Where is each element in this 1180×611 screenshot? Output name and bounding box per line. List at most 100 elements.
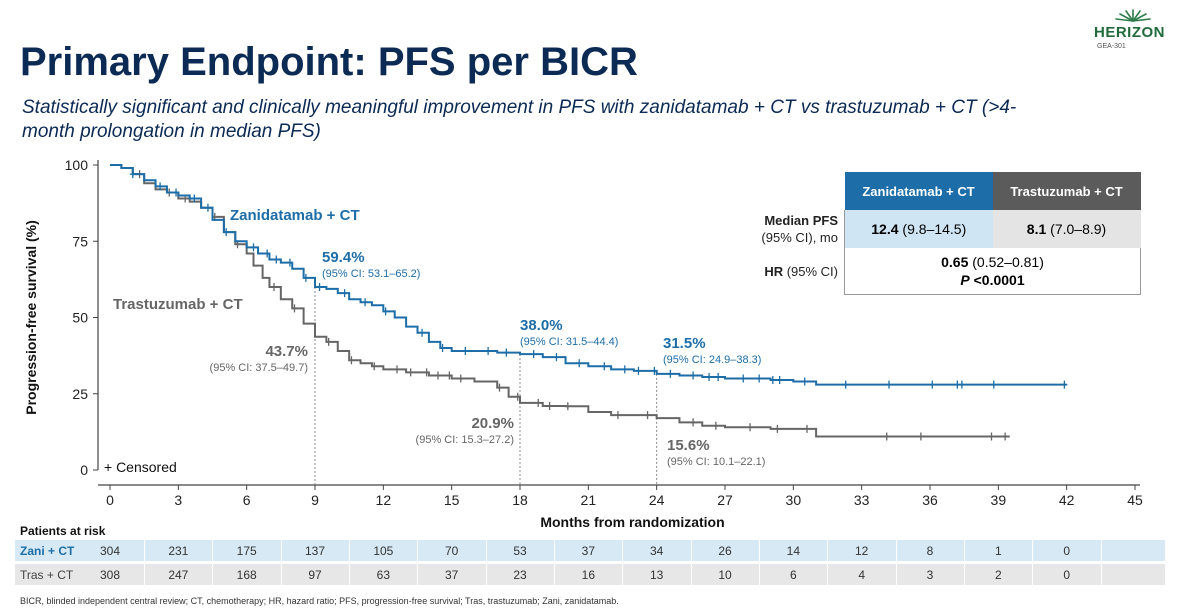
- tras-censor-mark: [407, 368, 414, 377]
- zani-censor-mark: [651, 366, 658, 375]
- zani-censor-mark: [530, 350, 537, 359]
- tras-censor-mark: [394, 365, 400, 374]
- risk-row-zani: Zani + CT 304 231 175 137 105 70 53 37 34 26 14 12 8…: [15, 540, 1165, 561]
- series-label-tras: Trastuzumab + CT: [113, 296, 243, 313]
- annotation-value: 15.6%: [667, 437, 710, 454]
- risk-label-tras: Tras + CT: [20, 568, 74, 582]
- series-label-zani: Zanidatamab + CT: [230, 207, 360, 224]
- risk-label-zani: Zani + CT: [20, 544, 75, 558]
- risk-cell-tras: 0: [1063, 568, 1070, 582]
- x-tick-label: 3: [174, 492, 182, 508]
- tras-censor-mark: [644, 411, 651, 420]
- x-tick-label: 0: [106, 492, 114, 508]
- x-tick-label: 36: [922, 492, 938, 508]
- risk-cell-zani: 26: [718, 544, 732, 558]
- zani-censor-mark: [706, 372, 713, 381]
- risk-cell-zani: 0: [1063, 544, 1070, 558]
- annotation-ci: (95% CI: 53.1–65.2): [322, 268, 420, 280]
- annotation-ci: (95% CI: 15.3–27.2): [416, 434, 514, 446]
- x-tick-label: 42: [1059, 492, 1075, 508]
- risk-separator: [895, 540, 897, 561]
- risk-separator: [144, 540, 145, 561]
- zani-censor-mark: [635, 366, 642, 375]
- risk-separator: [280, 540, 282, 561]
- tras-censor-mark: [1002, 432, 1009, 441]
- x-tick-label: 12: [376, 492, 392, 508]
- zani-censor-mark: [929, 380, 936, 389]
- tras-censor-mark: [747, 423, 754, 432]
- stats-table: Zanidatamab + CT Trastuzumab + CT Median…: [738, 172, 1141, 295]
- zani-censor-mark: [341, 289, 348, 298]
- zani-censor-mark: [485, 347, 492, 356]
- zani-censor-mark: [769, 376, 776, 385]
- zani-censor-mark: [690, 371, 697, 380]
- risk-separator: [964, 564, 965, 585]
- annotation-ci: (95% CI: 37.5–49.7): [210, 362, 308, 374]
- risk-separator: [417, 564, 419, 585]
- risk-separator: [759, 564, 760, 585]
- x-axis-label: Months from randomization: [540, 514, 724, 530]
- tras-censor-mark: [371, 362, 378, 371]
- x-tick-label: 18: [512, 492, 528, 508]
- x-tick-label: 21: [581, 492, 597, 508]
- tras-median-cell: 8.1 (7.0–8.9): [992, 210, 1141, 248]
- risk-cell-tras: 2: [994, 568, 1002, 582]
- zani-censor-mark: [157, 182, 164, 191]
- zani-censor-mark: [740, 374, 747, 383]
- risk-separator: [280, 564, 282, 585]
- zani-censor-mark: [621, 365, 628, 374]
- risk-separator: [895, 564, 897, 585]
- y-tick-label: 75: [72, 233, 88, 249]
- zani-censor-mark: [191, 194, 198, 203]
- x-tick-label: 24: [649, 492, 665, 508]
- x-tick-label: 30: [786, 492, 802, 508]
- risk-cell-tras: 63: [376, 568, 390, 582]
- risk-cell-tras: 3: [926, 568, 934, 582]
- y-tick-label: 100: [65, 157, 89, 173]
- risk-separator: [212, 564, 214, 585]
- risk-separator: [554, 564, 555, 585]
- y-tick-label: 50: [72, 310, 88, 326]
- tras-censor-mark: [535, 398, 542, 407]
- tras-censor-mark: [446, 371, 453, 380]
- zani-censor-mark: [316, 283, 323, 291]
- annotation-ci: (95% CI: 10.1–22.1): [667, 456, 765, 468]
- risk-separator: [212, 540, 214, 561]
- tras-censor-mark: [291, 304, 298, 313]
- sun-rays-icon: [1115, 9, 1151, 22]
- zani-censor-mark: [264, 249, 271, 258]
- x-tick-label: 45: [1127, 492, 1143, 508]
- risk-separator: [690, 564, 692, 585]
- annotation-value: 38.0%: [520, 317, 563, 334]
- risk-separator: [690, 540, 692, 561]
- risk-separator: [485, 540, 487, 561]
- tras-censor-mark: [564, 402, 571, 411]
- risk-separator: [964, 540, 965, 561]
- x-tick-label: 15: [444, 492, 460, 508]
- zani-censor-mark: [302, 273, 309, 282]
- risk-cell-tras: 37: [444, 568, 459, 582]
- tras-censor-mark: [883, 432, 890, 441]
- tras-censor-mark: [712, 421, 719, 430]
- x-tick-label: 27: [717, 492, 733, 508]
- zani-censor-mark: [362, 298, 369, 307]
- risk-cell-tras: 13: [649, 568, 664, 582]
- zani-censor-mark: [173, 188, 180, 197]
- risk-separator: [1032, 540, 1034, 561]
- annotation-value: 20.9%: [471, 415, 514, 432]
- zani-censor-mark: [576, 359, 583, 368]
- risk-cell-zani: 12: [854, 544, 869, 558]
- zani-censor-mark: [382, 307, 389, 316]
- hr-label: HR (95% CI): [764, 263, 838, 279]
- zani-censor-mark: [990, 380, 997, 389]
- zani-censor-mark: [715, 372, 722, 381]
- zani-censor-mark: [842, 380, 849, 389]
- x-tick-label: 39: [991, 492, 1007, 508]
- risk-table-title: Patients at risk: [20, 524, 106, 538]
- hr-cell: 0.65 (0.52–0.81) P <0.0001: [844, 248, 1141, 295]
- risk-separator: [827, 564, 829, 585]
- zani-censor-mark: [756, 374, 763, 383]
- x-tick-label: 6: [243, 492, 251, 508]
- zani-censor-mark: [204, 203, 211, 212]
- annotation-value: 31.5%: [663, 335, 706, 352]
